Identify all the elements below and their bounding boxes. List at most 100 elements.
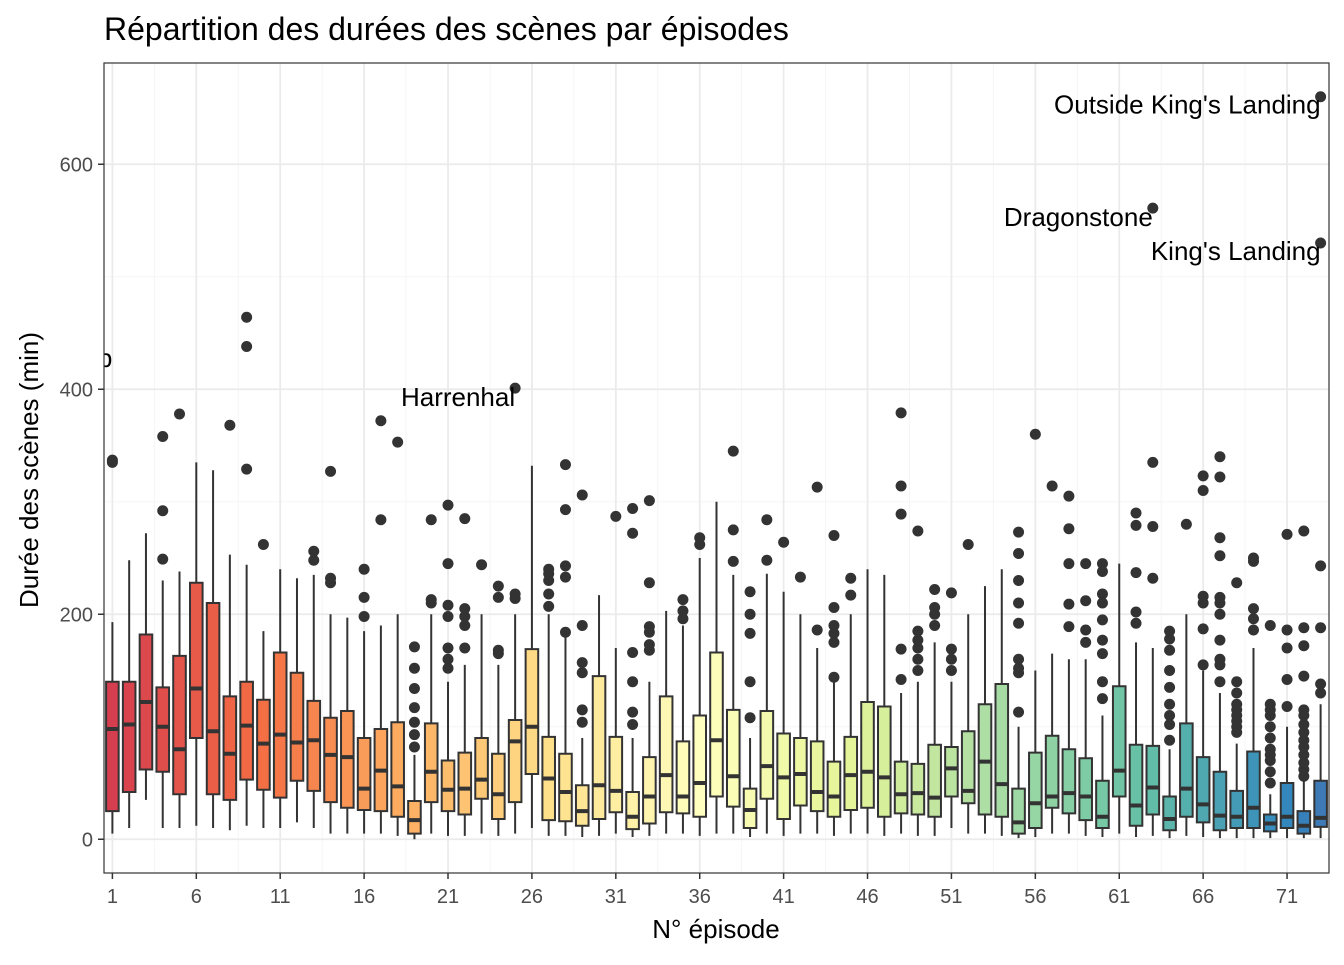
- box-episode-43: [809, 740, 825, 813]
- outlier-point: [744, 627, 756, 639]
- outlier-point: [1197, 590, 1209, 602]
- x-tick-label: 41: [772, 886, 794, 908]
- outlier-point: [1281, 642, 1293, 654]
- y-tick-label: 400: [60, 379, 93, 401]
- outlier-point: [677, 613, 689, 625]
- outlier-point: [459, 611, 471, 622]
- box-episode-67: [1212, 770, 1228, 832]
- outlier-point: [828, 602, 840, 613]
- outlier-point: [694, 532, 706, 544]
- box-episode-40: [759, 710, 775, 800]
- outlier-point: [442, 662, 454, 674]
- outlier-point: [945, 653, 957, 665]
- outlier-point: [1214, 550, 1226, 562]
- outlier-point: [576, 704, 588, 716]
- outlier-point: [1164, 625, 1176, 637]
- outlier-point: [1214, 676, 1226, 688]
- box-episode-32: [625, 791, 640, 831]
- annotation-label: Outside King's Landing: [1054, 90, 1321, 120]
- outlier-point: [811, 624, 823, 636]
- box-episode-34: [658, 695, 674, 814]
- outlier-point: [912, 665, 924, 676]
- box-episode-49: [910, 762, 926, 816]
- box-episode-73: [1313, 779, 1328, 828]
- box-episode-57: [1044, 734, 1060, 809]
- outlier-point: [241, 341, 253, 352]
- outlier-point: [559, 626, 571, 638]
- outlier-point: [1298, 525, 1310, 537]
- box-episode-55: [1011, 787, 1026, 835]
- outlier-point: [912, 642, 924, 654]
- outlier-point: [945, 587, 957, 599]
- outlier-point: [408, 641, 420, 653]
- box-episode-46: [860, 701, 875, 809]
- outlier-point: [1298, 749, 1310, 761]
- outlier-point: [1080, 624, 1092, 636]
- outlier-point: [576, 620, 588, 631]
- outlier-point: [1080, 636, 1092, 648]
- outlier-point: [576, 657, 588, 669]
- outlier-point: [828, 530, 840, 541]
- outlier-point: [1264, 732, 1276, 744]
- outlier-point: [408, 729, 420, 741]
- outlier-point: [1298, 670, 1310, 682]
- box-episode-21: [440, 759, 456, 813]
- outlier-point: [358, 563, 370, 575]
- x-tick-label: 61: [1108, 886, 1130, 908]
- outlier-point: [744, 676, 756, 688]
- outlier-point: [627, 706, 639, 718]
- outlier-point: [308, 545, 320, 557]
- box-episode-26: [524, 648, 540, 775]
- outlier-point: [845, 589, 857, 601]
- outlier-point: [1147, 572, 1159, 584]
- outlier-point: [1063, 621, 1075, 633]
- outlier-point: [1147, 521, 1159, 532]
- annotation-layer: ister Camp Harrenhal Dragonstone King's Lan…: [104, 90, 1321, 413]
- box-episode-25: [507, 719, 523, 804]
- box-episode-18: [390, 721, 405, 818]
- outlier-point: [425, 594, 437, 606]
- outlier-point: [744, 608, 756, 620]
- outlier-point: [442, 499, 454, 511]
- outlier-point: [1197, 470, 1209, 482]
- outlier-point: [241, 463, 253, 475]
- outlier-point: [1147, 456, 1159, 468]
- outlier-point: [375, 514, 387, 526]
- outlier-point: [559, 459, 571, 471]
- outlier-point: [408, 716, 420, 728]
- outlier-point: [1247, 603, 1259, 615]
- outlier-point: [1130, 617, 1142, 629]
- box-episode-19: [407, 800, 422, 835]
- outlier-point: [912, 625, 924, 637]
- outlier-point: [627, 527, 639, 539]
- annotation-label: King's Landing: [1151, 236, 1321, 266]
- outlier-point: [576, 489, 588, 501]
- outlier-point: [895, 674, 907, 685]
- outlier-point: [1096, 693, 1108, 705]
- outlier-point: [912, 634, 924, 646]
- outlier-point: [459, 620, 471, 631]
- box-episode-35: [675, 740, 691, 815]
- outlier-point: [643, 639, 655, 651]
- outlier-point: [627, 503, 639, 514]
- outlier-point: [1147, 202, 1159, 214]
- outlier-point: [1180, 518, 1192, 530]
- outlier-point: [1264, 620, 1276, 631]
- outlier-point: [1281, 624, 1293, 636]
- outlier-point: [459, 642, 471, 654]
- outlier-point: [1315, 678, 1327, 690]
- outlier-point: [559, 504, 571, 516]
- outlier-point: [1164, 665, 1176, 676]
- outlier-point: [509, 588, 521, 600]
- box-episode-69: [1246, 750, 1261, 829]
- outlier-point: [543, 600, 555, 612]
- outlier-point: [1298, 734, 1310, 746]
- outlier-point: [1264, 766, 1276, 778]
- outlier-point: [828, 620, 840, 631]
- box-episode-42: [793, 737, 808, 807]
- outlier-point: [677, 605, 689, 617]
- outlier-point: [895, 407, 907, 419]
- outlier-point: [945, 643, 957, 655]
- box-episode-60: [1095, 779, 1110, 829]
- box-episode-65: [1179, 722, 1194, 818]
